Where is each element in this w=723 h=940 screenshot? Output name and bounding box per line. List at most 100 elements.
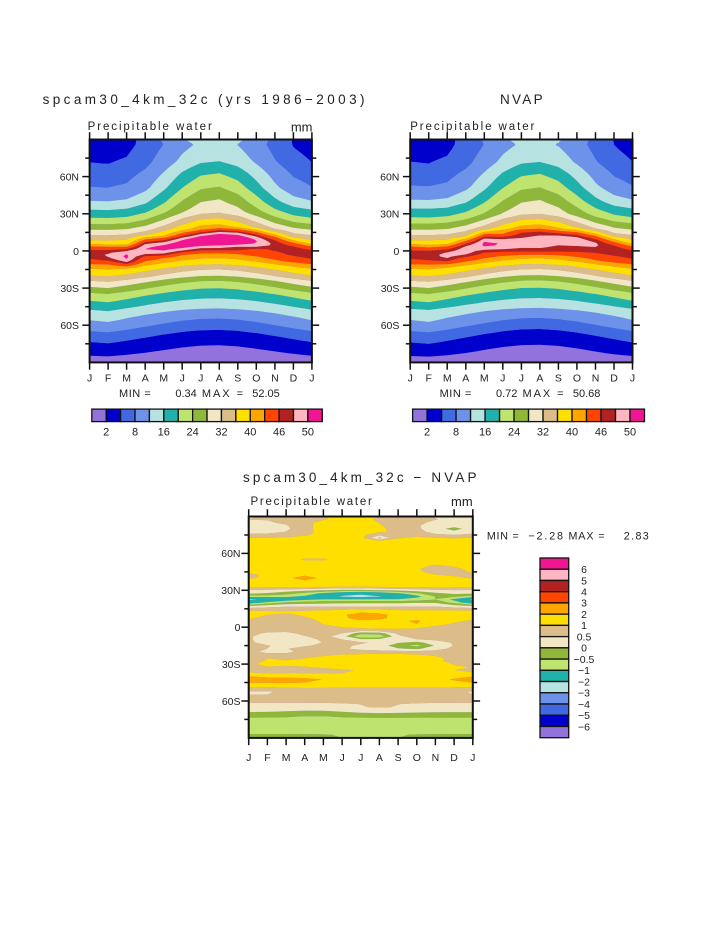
svg-text:−2: −2: [578, 676, 590, 688]
svg-text:−6: −6: [578, 721, 590, 733]
svg-text:40: 40: [244, 427, 256, 439]
svg-text:2: 2: [581, 609, 587, 621]
svg-text:0: 0: [581, 643, 587, 655]
svg-text:F: F: [105, 373, 111, 385]
svg-text:MAX =: MAX =: [523, 388, 564, 400]
svg-text:A: A: [462, 373, 469, 385]
svg-text:mm: mm: [291, 119, 313, 134]
svg-text:30S: 30S: [381, 283, 400, 295]
svg-text:J: J: [500, 373, 505, 385]
svg-text:16: 16: [158, 427, 170, 439]
svg-text:30N: 30N: [380, 209, 399, 221]
svg-text:J: J: [630, 373, 635, 385]
svg-text:16: 16: [479, 427, 491, 439]
svg-text:N: N: [271, 373, 279, 385]
svg-text:50: 50: [624, 427, 636, 439]
svg-text:M: M: [319, 752, 328, 764]
svg-text:N: N: [592, 373, 600, 385]
svg-text:−0.5: −0.5: [574, 654, 595, 666]
svg-text:MIN =: MIN =: [440, 388, 472, 400]
svg-text:0.5: 0.5: [577, 631, 592, 643]
svg-text:S: S: [395, 752, 402, 764]
svg-text:spcam30_4km_32c (yrs 1986−2003: spcam30_4km_32c (yrs 1986−2003): [43, 92, 365, 107]
svg-text:M: M: [282, 752, 291, 764]
svg-text:32: 32: [537, 427, 549, 439]
svg-text:M: M: [122, 373, 131, 385]
svg-text:0: 0: [394, 246, 400, 258]
svg-text:0: 0: [235, 622, 241, 634]
svg-text:J: J: [198, 373, 203, 385]
svg-text:0.72: 0.72: [496, 388, 517, 400]
svg-text:D: D: [290, 373, 298, 385]
svg-text:Precipitable water: Precipitable water: [88, 121, 212, 133]
svg-text:M: M: [159, 373, 168, 385]
svg-text:8: 8: [132, 427, 138, 439]
svg-text:50: 50: [302, 427, 314, 439]
svg-text:S: S: [555, 373, 562, 385]
svg-text:0.34: 0.34: [175, 388, 196, 400]
svg-text:5: 5: [581, 575, 587, 587]
svg-text:F: F: [264, 752, 270, 764]
svg-text:J: J: [180, 373, 185, 385]
svg-text:spcam30_4km_32c − NVAP: spcam30_4km_32c − NVAP: [243, 470, 477, 485]
svg-text:2.83: 2.83: [624, 530, 649, 542]
svg-text:O: O: [252, 373, 260, 385]
svg-text:J: J: [339, 752, 344, 764]
svg-text:S: S: [234, 373, 241, 385]
svg-text:MAX =: MAX =: [569, 530, 605, 542]
svg-text:60S: 60S: [222, 696, 241, 708]
svg-text:6: 6: [581, 564, 587, 576]
svg-text:M: M: [443, 373, 452, 385]
svg-text:−5: −5: [578, 710, 590, 722]
svg-text:D: D: [610, 373, 618, 385]
svg-text:30S: 30S: [60, 283, 79, 295]
svg-text:MIN =: MIN =: [119, 388, 151, 400]
svg-text:60N: 60N: [60, 171, 79, 183]
svg-text:32: 32: [215, 427, 227, 439]
svg-text:8: 8: [453, 427, 459, 439]
svg-text:J: J: [309, 373, 314, 385]
svg-text:A: A: [216, 373, 223, 385]
svg-text:MAX =: MAX =: [202, 388, 243, 400]
svg-text:J: J: [408, 373, 413, 385]
svg-text:40: 40: [566, 427, 578, 439]
svg-text:24: 24: [186, 427, 198, 439]
svg-text:O: O: [413, 752, 421, 764]
svg-text:Precipitable water: Precipitable water: [251, 496, 373, 508]
svg-text:J: J: [87, 373, 92, 385]
svg-text:−3: −3: [578, 688, 590, 700]
svg-text:MIN =: MIN =: [487, 530, 519, 542]
svg-text:Precipitable water: Precipitable water: [410, 121, 534, 133]
svg-text:30N: 30N: [221, 585, 240, 597]
svg-text:24: 24: [508, 427, 520, 439]
svg-text:J: J: [358, 752, 363, 764]
svg-text:2: 2: [424, 427, 430, 439]
svg-text:O: O: [573, 373, 581, 385]
svg-text:−2.28: −2.28: [528, 530, 563, 542]
svg-text:mm: mm: [451, 494, 473, 509]
svg-text:50.68: 50.68: [573, 388, 601, 400]
svg-text:2: 2: [103, 427, 109, 439]
svg-text:46: 46: [595, 427, 607, 439]
svg-text:J: J: [519, 373, 524, 385]
svg-text:D: D: [450, 752, 458, 764]
svg-text:60S: 60S: [60, 320, 79, 332]
svg-text:52.05: 52.05: [252, 388, 280, 400]
svg-text:A: A: [376, 752, 383, 764]
svg-text:A: A: [301, 752, 308, 764]
svg-text:60N: 60N: [380, 171, 399, 183]
svg-text:46: 46: [273, 427, 285, 439]
svg-text:F: F: [425, 373, 431, 385]
svg-text:J: J: [470, 752, 475, 764]
svg-text:30S: 30S: [222, 659, 241, 671]
svg-text:3: 3: [581, 598, 587, 610]
svg-text:60N: 60N: [221, 548, 240, 560]
svg-text:0: 0: [73, 246, 79, 258]
svg-text:N: N: [432, 752, 440, 764]
svg-text:−4: −4: [578, 699, 590, 711]
svg-text:4: 4: [581, 587, 587, 599]
svg-text:M: M: [480, 373, 489, 385]
svg-text:A: A: [536, 373, 543, 385]
svg-text:−1: −1: [578, 665, 590, 677]
svg-text:1: 1: [581, 620, 587, 632]
